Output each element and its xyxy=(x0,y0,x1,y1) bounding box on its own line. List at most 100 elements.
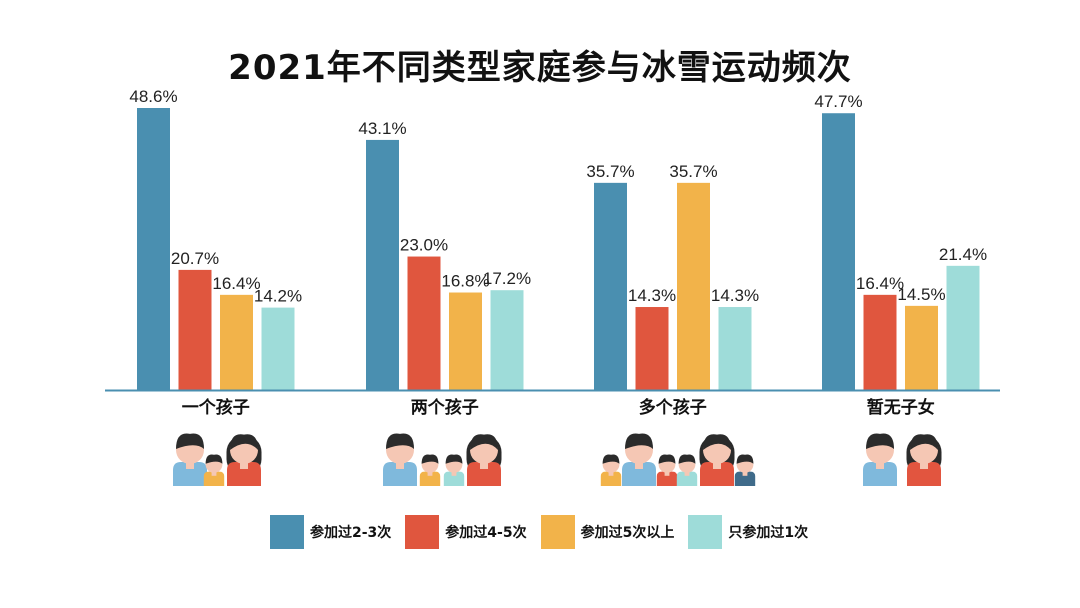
bar xyxy=(366,139,399,390)
bar xyxy=(137,108,170,390)
child-icon xyxy=(656,454,678,486)
body xyxy=(419,471,441,486)
child-icon xyxy=(676,454,698,486)
hair xyxy=(678,454,696,464)
body xyxy=(676,471,698,486)
bar xyxy=(594,182,627,390)
bar xyxy=(718,307,752,390)
data-label: 21.4% xyxy=(939,245,987,264)
body xyxy=(907,462,941,486)
child-icon xyxy=(734,454,756,486)
legend-label: 参加过4-5次 xyxy=(445,525,527,541)
data-label: 14.3% xyxy=(711,286,759,305)
neck xyxy=(186,461,194,469)
hair xyxy=(866,433,894,449)
family-icon xyxy=(600,433,756,486)
neck xyxy=(240,461,248,469)
bar xyxy=(261,307,295,390)
legend-label: 只参加过1次 xyxy=(728,525,809,541)
body xyxy=(227,462,261,486)
legend-item: 只参加过1次 xyxy=(688,515,808,549)
man-icon xyxy=(622,433,656,486)
body xyxy=(700,462,734,486)
neck xyxy=(451,471,457,476)
bar xyxy=(863,294,897,390)
child-icon xyxy=(203,454,225,486)
hair xyxy=(421,454,439,464)
legend-swatch xyxy=(405,515,440,549)
woman-icon xyxy=(699,434,735,486)
data-label: 23.0% xyxy=(400,236,448,255)
child-icon xyxy=(443,454,465,486)
neck xyxy=(684,471,690,476)
chart-title: 2021年不同类型家庭参与冰雪运动频次 xyxy=(228,48,852,88)
bar xyxy=(822,113,855,390)
legend-swatch xyxy=(688,515,723,549)
child-icon xyxy=(419,454,441,486)
data-label: 17.2% xyxy=(483,269,531,288)
bar xyxy=(220,294,253,390)
neck xyxy=(396,461,404,469)
bar xyxy=(449,292,482,390)
legend-swatch xyxy=(270,515,304,549)
body xyxy=(383,462,417,486)
data-label: 20.7% xyxy=(171,249,219,268)
man-icon xyxy=(383,433,417,486)
data-label: 47.7% xyxy=(814,92,862,111)
bar xyxy=(635,307,669,390)
bar xyxy=(178,269,212,390)
hair xyxy=(625,433,653,449)
child-icon xyxy=(600,454,622,486)
hair xyxy=(658,454,676,464)
legend-item: 参加过4-5次 xyxy=(405,515,527,549)
bar xyxy=(677,182,710,390)
neck xyxy=(480,461,488,469)
data-label: 14.5% xyxy=(897,285,945,304)
legend-item: 参加过5次以上 xyxy=(540,515,675,549)
family-icon xyxy=(173,433,262,486)
body xyxy=(656,471,678,486)
data-label: 48.6% xyxy=(129,87,177,106)
neck xyxy=(664,471,670,476)
hair xyxy=(176,433,204,449)
data-label: 14.3% xyxy=(628,286,676,305)
woman-icon xyxy=(226,434,262,486)
bar xyxy=(407,256,441,390)
data-label: 16.4% xyxy=(856,274,904,293)
man-icon xyxy=(863,433,897,486)
legend-label: 参加过5次以上 xyxy=(580,525,675,541)
woman-icon xyxy=(466,434,502,486)
hair xyxy=(386,433,414,449)
family-icon xyxy=(863,433,942,486)
body xyxy=(734,471,756,486)
bar xyxy=(490,290,524,390)
neck xyxy=(427,471,433,476)
hair xyxy=(736,454,754,464)
legend-label: 参加过2-3次 xyxy=(310,525,392,541)
data-label: 35.7% xyxy=(669,162,717,181)
neck xyxy=(876,461,884,469)
data-label: 16.8% xyxy=(441,272,489,291)
hair xyxy=(230,434,258,450)
category-label: 一个孩子 xyxy=(182,397,250,418)
family-icon xyxy=(383,433,502,486)
legend-swatch xyxy=(540,515,575,549)
neck xyxy=(713,461,721,469)
hair xyxy=(910,434,938,450)
data-label: 14.2% xyxy=(254,287,302,306)
body xyxy=(443,471,465,486)
hair xyxy=(470,434,498,450)
body xyxy=(622,462,656,486)
body xyxy=(173,462,207,486)
category-label: 两个孩子 xyxy=(411,397,479,418)
woman-icon xyxy=(906,434,942,486)
bar xyxy=(905,305,938,390)
body xyxy=(467,462,501,486)
hair xyxy=(703,434,731,450)
man-icon xyxy=(173,433,207,486)
data-label: 35.7% xyxy=(586,162,634,181)
body xyxy=(863,462,897,486)
legend-item: 参加过2-3次 xyxy=(270,515,391,549)
body xyxy=(600,471,622,486)
